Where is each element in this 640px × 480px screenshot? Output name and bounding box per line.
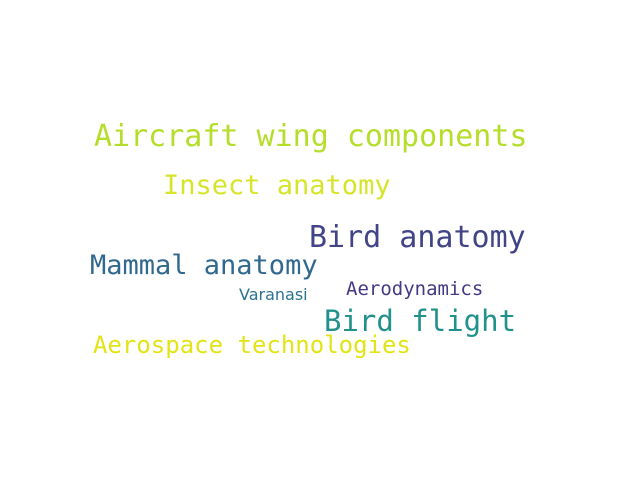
word-aerodynamics: Aerodynamics <box>346 278 484 300</box>
word-varanasi: Varanasi <box>239 285 308 304</box>
word-bird-anatomy: Bird anatomy <box>309 220 526 255</box>
word-aerospace-technologies: Aerospace technologies <box>93 331 411 359</box>
word-insect-anatomy: Insect anatomy <box>163 170 391 201</box>
word-aircraft-wing-components: Aircraft wing components <box>94 119 528 154</box>
word-mammal-anatomy: Mammal anatomy <box>90 250 318 281</box>
word-bird-flight: Bird flight <box>324 304 517 338</box>
